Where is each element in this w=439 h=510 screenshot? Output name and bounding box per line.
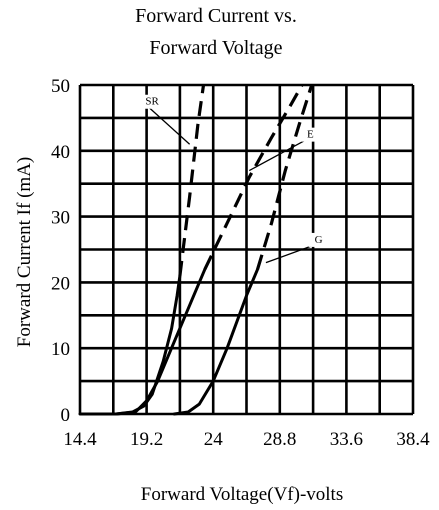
y-tick-label: 30 — [51, 208, 70, 229]
y-axis-label: Forward Current If (mA) — [14, 157, 35, 347]
chart-title-line-1: Forward Current vs. — [135, 5, 297, 27]
chart-curves — [78, 84, 314, 416]
curve-sr-solid — [78, 274, 182, 416]
annotation-e-leader — [248, 139, 307, 172]
x-axis-label: Forward Voltage(Vf)-volts — [141, 484, 343, 505]
y-tick-label: 0 — [61, 405, 71, 426]
y-tick-label: 20 — [51, 273, 70, 294]
x-tick-label: 28.8 — [263, 429, 296, 450]
curve-sr-dashed — [178, 84, 206, 276]
chart-annotations: SR E G — [142, 94, 329, 264]
y-tick-label: 40 — [51, 142, 70, 163]
annotation-e-label: E — [307, 129, 314, 141]
x-tick-label: 24 — [204, 429, 224, 450]
x-tick-label: 14.4 — [63, 429, 97, 450]
annotation-g-bg — [308, 232, 329, 247]
annotation-sr-bg — [142, 94, 163, 109]
curve-g-dashed — [256, 84, 314, 270]
x-tick-label: 19.2 — [130, 429, 163, 450]
chart-title-line-2: Forward Voltage — [149, 37, 282, 59]
curve-e-solid — [114, 267, 207, 416]
y-tick-label: 10 — [51, 339, 70, 360]
x-tick-label: 33.6 — [330, 429, 363, 450]
x-tick-label: 38.4 — [396, 429, 430, 450]
annotation-e-bg — [300, 127, 321, 142]
x-tick-labels: 14.4 19.2 24 28.8 33.6 38.4 — [63, 429, 430, 450]
curve-e-dashed — [203, 84, 304, 270]
annotation-sr-leader — [147, 106, 191, 145]
y-tick-labels: 0 10 20 30 40 50 — [51, 76, 70, 426]
chart-grid — [78, 83, 415, 416]
annotation-g-label: G — [315, 234, 323, 246]
y-tick-label: 50 — [51, 76, 70, 97]
curve-g-solid — [172, 267, 260, 416]
annotation-sr-label: SR — [145, 96, 159, 108]
annotation-g-leader — [265, 244, 315, 264]
